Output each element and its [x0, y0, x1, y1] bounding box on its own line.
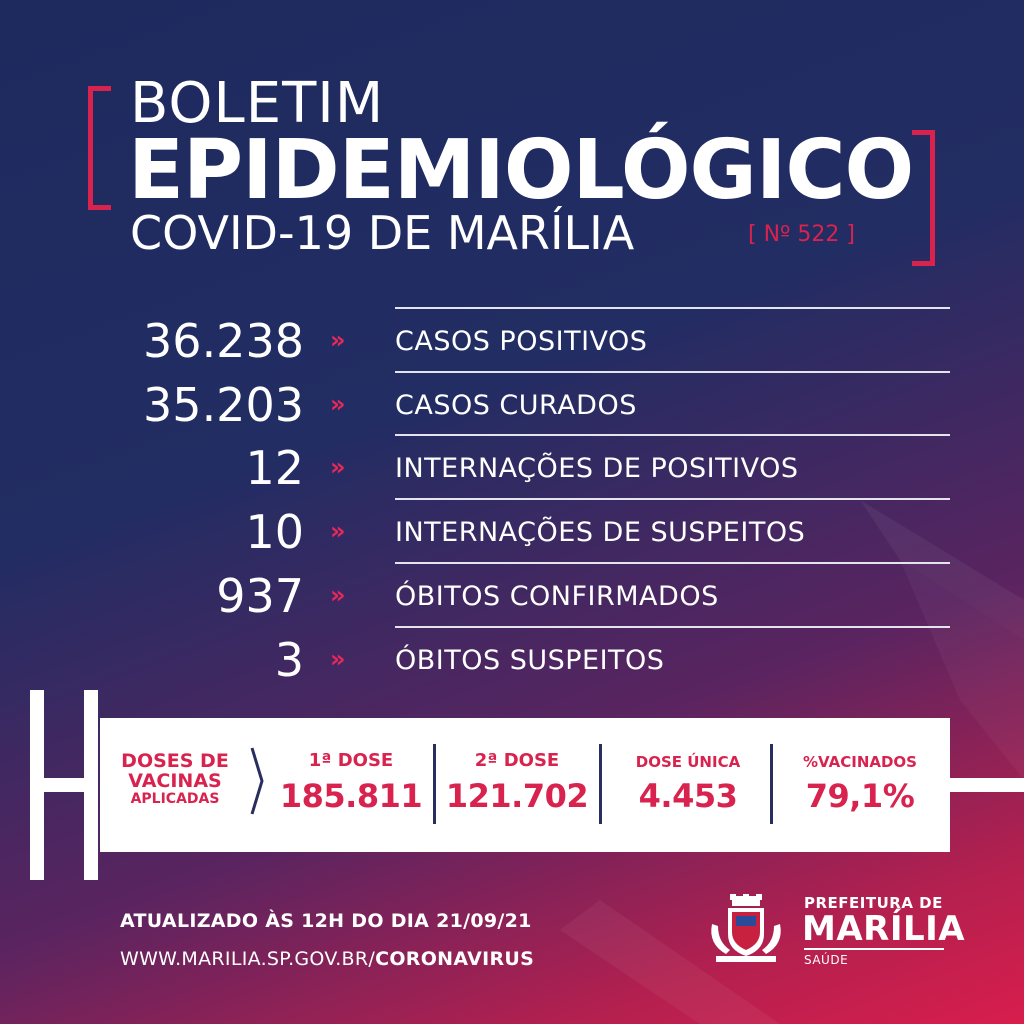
logo-divider: [804, 948, 944, 950]
vaccine-title-line2: VACINAS: [128, 769, 222, 792]
stat-label: ÓBITOS SUSPEITOS: [395, 645, 665, 676]
stat-divider: [395, 498, 950, 500]
stat-label: CASOS POSITIVOS: [395, 326, 648, 357]
chevron-right-icon: [250, 747, 264, 815]
vaccine-title-line3: APLICADAS: [130, 790, 220, 807]
vaccine-col-value: 4.453: [638, 777, 738, 815]
stat-divider: [395, 307, 950, 309]
city-crest-icon: [711, 894, 781, 962]
updated-timestamp: ATUALIZADO ÀS 12H DO DIA 21/09/21: [120, 910, 532, 932]
vaccine-col-dose-unica: DOSE ÚNICA 4.453: [608, 750, 768, 815]
website-url-bold: CORONAVIRUS: [375, 948, 535, 970]
vaccine-col-divider: [770, 744, 773, 824]
syringe-plunger-rod: [44, 778, 84, 792]
stat-divider: [395, 371, 950, 373]
stat-row-internacoes-suspeitos: 10 » INTERNAÇÕES DE SUSPEITOS: [0, 505, 1024, 565]
vaccine-col-dose2: 2ª DOSE 121.702: [442, 750, 592, 815]
stat-label: INTERNAÇÕES DE SUSPEITOS: [395, 517, 806, 548]
vaccine-col-dose1: 1ª DOSE 185.811: [276, 750, 426, 815]
syringe-plunger-handle: [30, 690, 44, 880]
title-boletim: BOLETIM: [130, 71, 385, 136]
double-chevron-icon: »: [330, 326, 345, 354]
double-chevron-icon: »: [330, 645, 345, 673]
stat-value: 12: [245, 441, 304, 495]
vaccine-panel-title: DOSES DE VACINAS APLICADAS: [110, 750, 240, 807]
vaccine-col-value: 185.811: [279, 777, 423, 815]
stat-label: CASOS CURADOS: [395, 390, 637, 421]
double-chevron-icon: »: [330, 453, 345, 481]
stat-value: 10: [245, 505, 304, 559]
vaccine-col-vacinados: %VACINADOS 79,1%: [778, 750, 942, 815]
stat-value: 35.203: [143, 378, 304, 432]
stat-row-casos-positivos: 36.238 » CASOS POSITIVOS: [0, 314, 1024, 374]
stat-value: 36.238: [143, 314, 304, 368]
vaccine-col-label: %VACINADOS: [803, 753, 917, 771]
website-url-prefix: WWW.MARILIA.SP.GOV.BR/: [120, 948, 376, 970]
vaccine-col-label: DOSE ÚNICA: [635, 753, 741, 771]
title-bracket-left: [88, 86, 111, 210]
double-chevron-icon: »: [330, 390, 345, 418]
logo-line2: MARÍLIA: [802, 909, 966, 949]
vaccine-col-divider: [433, 744, 436, 824]
stat-label: INTERNAÇÕES DE POSITIVOS: [395, 453, 799, 484]
vaccine-col-label: 2ª DOSE: [474, 750, 560, 771]
edition-number: [ Nº 522 ]: [748, 222, 855, 247]
stat-divider: [395, 626, 950, 628]
stat-row-casos-curados: 35.203 » CASOS CURADOS: [0, 378, 1024, 438]
stat-row-obitos-suspeitos: 3 » ÓBITOS SUSPEITOS: [0, 633, 1024, 693]
website-link[interactable]: WWW.MARILIA.SP.GOV.BR/CORONAVIRUS: [120, 948, 534, 970]
syringe-needle: [950, 778, 1024, 792]
title-covid-marilia: COVID-19 DE MARÍLIA: [130, 206, 635, 260]
double-chevron-icon: »: [330, 581, 345, 609]
stat-row-internacoes-positivos: 12 » INTERNAÇÕES DE POSITIVOS: [0, 441, 1024, 501]
double-chevron-icon: »: [330, 517, 345, 545]
stat-divider: [395, 434, 950, 436]
vaccine-col-label: 1ª DOSE: [308, 750, 394, 771]
stat-divider: [395, 562, 950, 564]
title-bracket-right: [912, 130, 935, 266]
vaccine-col-value: 79,1%: [805, 777, 915, 815]
vaccine-panel: DOSES DE VACINAS APLICADAS 1ª DOSE 185.8…: [100, 718, 950, 852]
logo-line1: PREFEITURA DE: [804, 894, 943, 912]
logo-line3: SAÚDE: [804, 953, 849, 967]
vaccine-col-divider: [599, 744, 602, 824]
vaccine-col-value: 121.702: [445, 777, 589, 815]
stat-row-obitos-confirmados: 937 » ÓBITOS CONFIRMADOS: [0, 569, 1024, 629]
stat-label: ÓBITOS CONFIRMADOS: [395, 581, 719, 612]
stat-value: 937: [216, 569, 304, 623]
syringe-flange: [84, 690, 98, 880]
stat-value: 3: [274, 633, 304, 687]
title-epidemiologico: EPIDEMIOLÓGICO: [128, 123, 914, 218]
vaccine-title-line1: DOSES DE: [121, 750, 229, 772]
